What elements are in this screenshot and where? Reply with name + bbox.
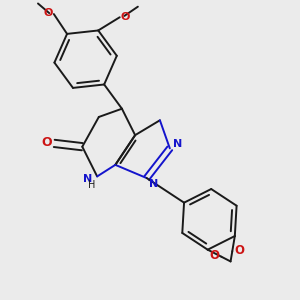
Text: O: O — [43, 8, 52, 18]
Text: O: O — [210, 249, 220, 262]
Text: O: O — [235, 244, 244, 257]
Text: H: H — [88, 180, 95, 190]
Text: O: O — [121, 12, 130, 22]
Text: O: O — [42, 136, 52, 149]
Text: N: N — [83, 174, 92, 184]
Text: N: N — [149, 179, 158, 189]
Text: N: N — [173, 140, 183, 149]
